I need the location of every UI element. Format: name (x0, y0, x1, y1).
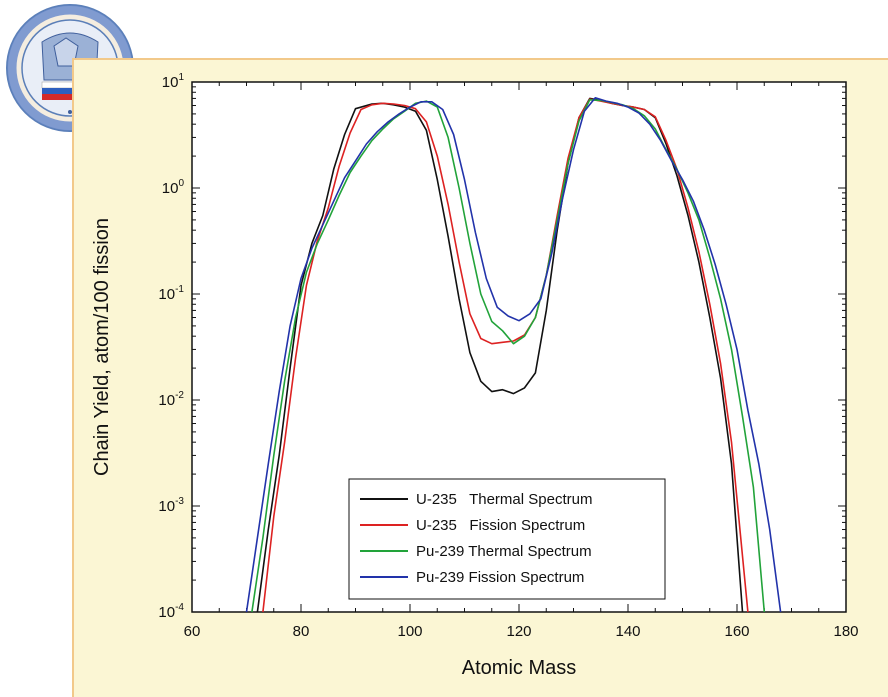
x-tick-label: 60 (184, 623, 201, 640)
x-tick-labels: 60 80 100 120 140 160 180 (184, 623, 859, 640)
y-tick-label: 10-3 (158, 496, 184, 515)
x-tick-label: 160 (724, 623, 749, 640)
series-lines (245, 97, 782, 613)
y-tick-label: 101 (162, 72, 185, 91)
y-tick-label: 10-2 (158, 390, 184, 409)
y-tick-label: 100 (162, 178, 185, 197)
x-axis-title: Atomic Mass (462, 657, 576, 679)
legend-label-1: U-235 Thermal Spectrum (416, 491, 592, 508)
legend-label-2: U-235 Fission Spectrum (416, 517, 585, 534)
x-tick-label: 140 (615, 623, 640, 640)
x-tick-label: 100 (397, 623, 422, 640)
axis-ticks (191, 82, 847, 613)
legend: U-235 Thermal Spectrum U-235 Fission Spec… (348, 478, 666, 600)
x-tick-label: 120 (506, 623, 531, 640)
y-axis-title: Chain Yield, atom/100 fission (91, 218, 113, 476)
university-seal-logo (4, 2, 136, 134)
series-line-2 (262, 98, 749, 613)
y-tick-labels: 101 100 10-1 10-2 10-3 10-4 (158, 72, 184, 621)
legend-label-3: Pu-239 Thermal Spectrum (416, 543, 592, 560)
series-line-4 (245, 97, 782, 613)
series-line-1 (256, 97, 744, 613)
y-tick-label: 10-1 (158, 284, 184, 303)
legend-label-4: Pu-239 Fission Spectrum (416, 569, 584, 586)
x-tick-label: 180 (833, 623, 858, 640)
x-tick-label: 80 (293, 623, 310, 640)
y-tick-label: 10-4 (158, 602, 184, 621)
